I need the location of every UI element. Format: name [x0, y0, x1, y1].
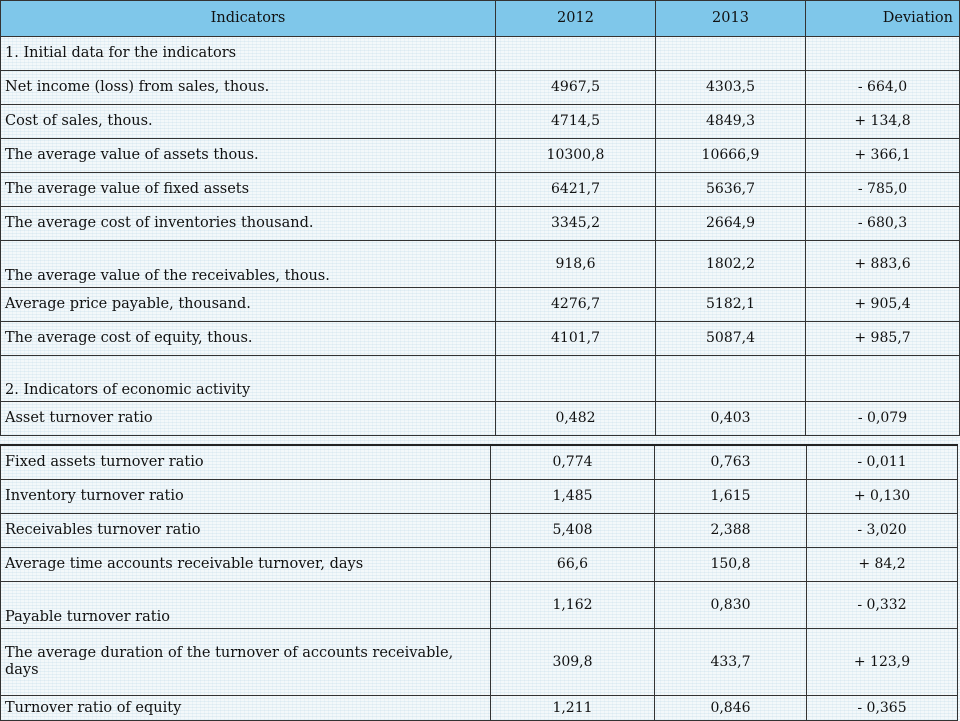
table-row: Average price payable, thousand. 4276,7 …	[0, 287, 960, 322]
value-2012: 10300,8	[495, 138, 656, 173]
value-deviation: - 680,3	[805, 206, 960, 241]
value-deviation: + 84,2	[806, 547, 958, 582]
row-label: Asset turnover ratio	[0, 401, 496, 436]
value-2012: 1,211	[490, 695, 655, 721]
row-label: The average value of fixed assets	[0, 172, 496, 207]
value-2013: 0,403	[655, 401, 806, 436]
header-2013: 2013	[655, 0, 806, 37]
row-label: Average time accounts receivable turnove…	[0, 547, 491, 582]
value-2012: 1,485	[490, 479, 655, 514]
value-deviation: - 0,011	[806, 444, 958, 480]
row-label: Turnover ratio of equity	[0, 695, 491, 721]
indicators-table-top: Indicators 2012 2013 Deviation 1. Initia…	[0, 0, 960, 436]
row-label: Payable turnover ratio	[0, 581, 491, 629]
value-deviation: - 0,365	[806, 695, 958, 721]
value-2013: 1802,2	[655, 240, 806, 288]
value-2012: 5,408	[490, 513, 655, 548]
row-label: The average value of the receivables, th…	[0, 240, 496, 288]
value-2012: 4101,7	[495, 321, 656, 356]
table-row: The average value of assets thous. 10300…	[0, 138, 960, 173]
row-label: Inventory turnover ratio	[0, 479, 491, 514]
table-row: Cost of sales, thous. 4714,5 4849,3 + 13…	[0, 104, 960, 139]
table-row: The average cost of inventories thousand…	[0, 206, 960, 241]
value-2012: 4714,5	[495, 104, 656, 139]
row-label: Cost of sales, thous.	[0, 104, 496, 139]
value-2013: 433,7	[654, 628, 807, 696]
value-deviation: - 0,079	[805, 401, 960, 436]
table-row: Turnover ratio of equity 1,211 0,846 - 0…	[0, 695, 958, 721]
value-2012: 4276,7	[495, 287, 656, 322]
value-2013: 5636,7	[655, 172, 806, 207]
row-label: The average cost of equity, thous.	[0, 321, 496, 356]
value-2013: 2,388	[654, 513, 807, 548]
value-deviation: + 883,6	[805, 240, 960, 288]
value-2012: 1,162	[490, 581, 655, 629]
header-row: Indicators 2012 2013 Deviation	[0, 0, 960, 37]
table-row: The average value of the receivables, th…	[0, 240, 960, 288]
value-2013: 2664,9	[655, 206, 806, 241]
value-2012: 6421,7	[495, 172, 656, 207]
value-deviation: - 664,0	[805, 70, 960, 105]
row-label: Net income (loss) from sales, thous.	[0, 70, 496, 105]
value-deviation: + 985,7	[805, 321, 960, 356]
table-row: Average time accounts receivable turnove…	[0, 547, 958, 582]
value-deviation: + 366,1	[805, 138, 960, 173]
value-deviation: - 3,020	[806, 513, 958, 548]
section-title: 2. Indicators of economic activity	[0, 355, 496, 402]
value-deviation: + 123,9	[806, 628, 958, 696]
section-title: 1. Initial data for the indicators	[0, 36, 496, 71]
table-row: Receivables turnover ratio 5,408 2,388 -…	[0, 513, 958, 548]
table-row: Payable turnover ratio 1,162 0,830 - 0,3…	[0, 581, 958, 629]
value-deviation: + 905,4	[805, 287, 960, 322]
table-row: Asset turnover ratio 0,482 0,403 - 0,079	[0, 401, 960, 436]
value-2013: 0,846	[654, 695, 807, 721]
value-deviation: - 0,332	[806, 581, 958, 629]
value-2013: 1,615	[654, 479, 807, 514]
section-row: 1. Initial data for the indicators	[0, 36, 960, 71]
value-2013: 0,763	[654, 444, 807, 480]
value-deviation: - 785,0	[805, 172, 960, 207]
value-2012: 0,482	[495, 401, 656, 436]
table-row: The average cost of equity, thous. 4101,…	[0, 321, 960, 356]
indicators-table-bottom: Fixed assets turnover ratio 0,774 0,763 …	[0, 444, 958, 721]
value-2012: 918,6	[495, 240, 656, 288]
row-label: The average duration of the turnover of …	[0, 628, 491, 696]
table-row: Fixed assets turnover ratio 0,774 0,763 …	[0, 444, 958, 480]
value-2013: 0,830	[654, 581, 807, 629]
table-row: The average duration of the turnover of …	[0, 628, 958, 696]
value-2013: 10666,9	[655, 138, 806, 173]
row-label: The average value of assets thous.	[0, 138, 496, 173]
value-2012: 3345,2	[495, 206, 656, 241]
value-2012: 309,8	[490, 628, 655, 696]
value-2013: 4303,5	[655, 70, 806, 105]
row-label: Receivables turnover ratio	[0, 513, 491, 548]
header-indicators: Indicators	[0, 0, 496, 37]
row-label: The average cost of inventories thousand…	[0, 206, 496, 241]
row-label: Fixed assets turnover ratio	[0, 444, 491, 480]
row-label: Average price payable, thousand.	[0, 287, 496, 322]
value-2012: 66,6	[490, 547, 655, 582]
value-2013: 150,8	[654, 547, 807, 582]
header-deviation: Deviation	[805, 0, 960, 37]
value-2013: 5182,1	[655, 287, 806, 322]
value-2012: 4967,5	[495, 70, 656, 105]
value-deviation: + 134,8	[805, 104, 960, 139]
value-2012: 0,774	[490, 444, 655, 480]
table-row: Net income (loss) from sales, thous. 496…	[0, 70, 960, 105]
header-2012: 2012	[495, 0, 656, 37]
value-2013: 4849,3	[655, 104, 806, 139]
table-row: Inventory turnover ratio 1,485 1,615 + 0…	[0, 479, 958, 514]
table-row: The average value of fixed assets 6421,7…	[0, 172, 960, 207]
section-row: 2. Indicators of economic activity	[0, 355, 960, 402]
value-2013: 5087,4	[655, 321, 806, 356]
value-deviation: + 0,130	[806, 479, 958, 514]
